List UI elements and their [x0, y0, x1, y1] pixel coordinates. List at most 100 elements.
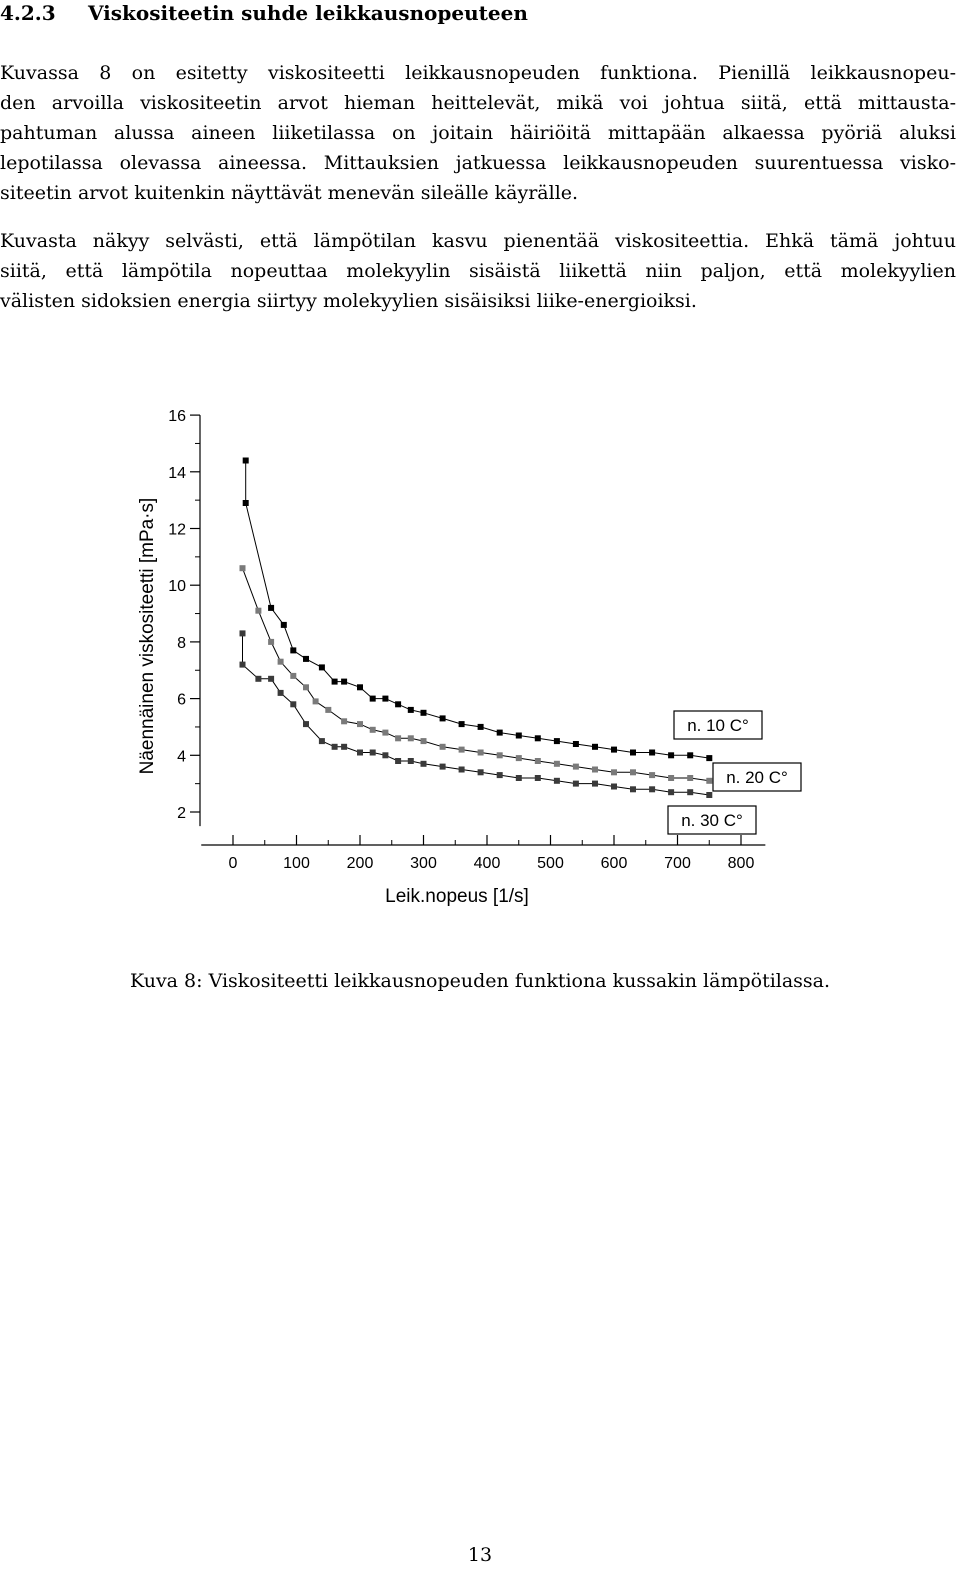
- figure-caption: Kuva 8: Viskositeetti leikkausnopeuden f…: [129, 970, 831, 992]
- series-label-box: [712, 762, 802, 792]
- x-tick-label: 400: [474, 855, 501, 872]
- data-point: [303, 684, 309, 691]
- data-point: [395, 758, 402, 764]
- y-axis-label: Näennäinen viskositeetti [mPa·s]: [137, 498, 158, 775]
- paragraph-line: lepotilassa olevassa aineessa. Mittauksi…: [0, 152, 956, 174]
- section-title: Viskositeetin suhde leikkausnopeuteen: [88, 1, 528, 25]
- data-point: [341, 743, 348, 750]
- y-tick-label: 4: [177, 748, 186, 765]
- data-point: [239, 565, 246, 572]
- data-point: [242, 457, 249, 464]
- data-point: [420, 709, 427, 716]
- data-point: [649, 749, 656, 756]
- x-tick-label: 100: [283, 855, 310, 872]
- data-point: [458, 721, 465, 728]
- data-point: [611, 769, 617, 776]
- series-label-text: n. 30 C°: [681, 811, 743, 830]
- data-point: [630, 786, 636, 793]
- data-point: [534, 775, 541, 781]
- data-point: [496, 752, 503, 759]
- data-point: [572, 741, 579, 747]
- viscosity-figure: 2 4 6 8 10 12 14 16 Näennäinen viskositeetti [mP…: [0, 370, 960, 930]
- series-line: [242, 633, 710, 796]
- series-label-box: [673, 710, 763, 740]
- data-point: [255, 607, 262, 614]
- data-point: [303, 721, 309, 728]
- viscosity-chart: 2 4 6 8 10 12 14 16 Näennäinen viskositeetti [mP…: [137, 408, 802, 907]
- data-point: [277, 689, 284, 696]
- x-tick-label: 500: [537, 855, 564, 872]
- data-point: [341, 718, 348, 725]
- data-point: [318, 664, 325, 671]
- series-label-text: n. 10 C°: [687, 716, 749, 735]
- data-point: [534, 758, 541, 764]
- paragraph-line: den arvoilla viskositeetin arvot hieman …: [0, 92, 956, 114]
- data-point: [668, 752, 675, 759]
- data-point: [407, 758, 414, 764]
- data-point: [290, 647, 297, 654]
- y-tick-label: 2: [177, 805, 186, 822]
- x-tick-label: 600: [601, 855, 628, 872]
- chart-labels: n. 10 C° n. 20 C° n. 30 C°: [667, 710, 802, 835]
- data-point: [668, 789, 675, 796]
- data-point: [592, 743, 598, 750]
- data-point: [357, 749, 363, 756]
- data-point: [687, 752, 694, 759]
- y-tick-label: 10: [168, 578, 186, 595]
- data-point: [369, 726, 376, 733]
- data-point: [331, 743, 338, 750]
- y-tick-label: 6: [177, 692, 186, 709]
- data-point: [268, 675, 275, 682]
- data-point: [687, 789, 694, 796]
- x-tick-label: 800: [728, 855, 755, 872]
- x-axis-label: Leik.nopeus [1/s]: [385, 886, 529, 907]
- paragraph-line: Kuvassa 8 on esitetty viskositeetti leik…: [0, 62, 956, 84]
- data-point: [395, 735, 402, 742]
- data-point: [496, 729, 503, 736]
- data-point: [458, 746, 465, 753]
- data-point: [553, 777, 560, 784]
- y-tick-label: 16: [168, 408, 186, 425]
- data-point: [668, 775, 675, 781]
- x-tick-label: 0: [229, 855, 238, 872]
- data-point: [325, 706, 332, 713]
- data-point: [268, 638, 275, 645]
- data-point: [407, 735, 414, 742]
- chart-axes: 2 4 6 8 10 12 14 16 Näennäinen viskositeetti [mP…: [137, 408, 766, 907]
- series-label-1: n. 10 C°: [673, 710, 763, 740]
- data-point: [420, 760, 427, 767]
- data-point: [382, 695, 389, 702]
- data-point: [357, 684, 363, 691]
- data-point: [687, 775, 694, 781]
- series-3: [239, 630, 713, 798]
- data-point: [290, 672, 297, 679]
- data-point: [592, 766, 598, 773]
- data-point: [572, 780, 579, 787]
- data-point: [611, 783, 617, 790]
- data-point: [496, 772, 503, 779]
- body-paragraph-1: Kuvassa 8 on esitetty viskositeetti leik…: [0, 58, 956, 208]
- data-point: [534, 735, 541, 742]
- data-point: [572, 763, 579, 770]
- data-point: [382, 729, 389, 736]
- data-point: [268, 604, 275, 611]
- data-point: [280, 621, 287, 628]
- section-number: 4.2.3: [0, 1, 56, 25]
- data-point: [515, 732, 522, 739]
- data-point: [515, 775, 522, 781]
- data-point: [277, 658, 284, 665]
- data-point: [630, 769, 636, 776]
- data-point: [458, 766, 465, 773]
- data-point: [439, 715, 446, 722]
- x-tick-label: 200: [347, 855, 374, 872]
- paragraph-line: pahtuman alussa aineen liiketilassa on j…: [0, 122, 956, 144]
- data-point: [331, 678, 338, 685]
- page-number: 13: [467, 1544, 493, 1566]
- paragraph-line: Kuvasta näkyy selvästi, että lämpötilan …: [0, 230, 956, 252]
- data-point: [553, 760, 560, 767]
- data-point: [611, 746, 617, 753]
- data-point: [242, 500, 249, 506]
- x-tick-label: 300: [410, 855, 437, 872]
- data-point: [382, 752, 389, 759]
- series-label-text: n. 20 C°: [726, 768, 788, 787]
